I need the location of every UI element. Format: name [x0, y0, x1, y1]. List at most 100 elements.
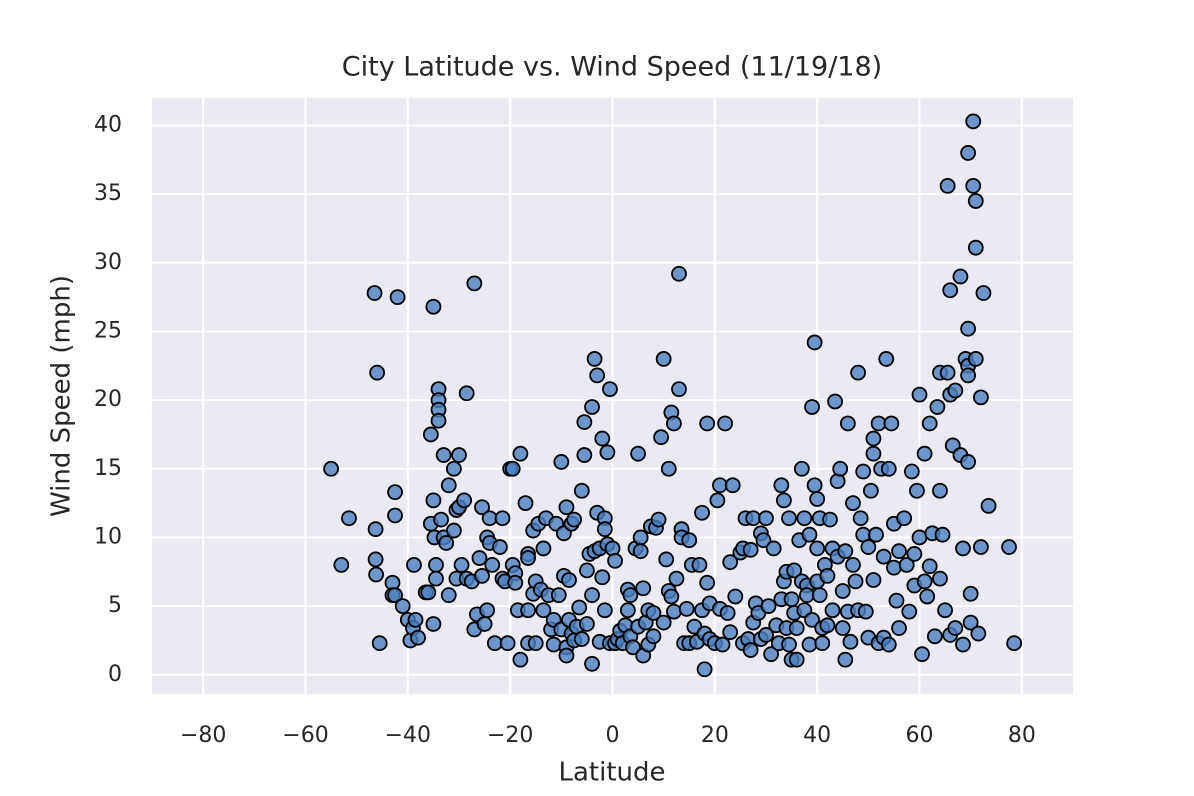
point	[914, 646, 930, 663]
point	[650, 511, 667, 528]
point	[420, 584, 437, 601]
point	[425, 616, 442, 632]
point	[742, 541, 759, 558]
point	[406, 557, 422, 573]
point	[724, 477, 741, 494]
point	[438, 535, 455, 551]
point	[520, 550, 536, 566]
point	[786, 562, 803, 579]
point	[630, 445, 646, 462]
point	[410, 629, 426, 646]
point	[635, 580, 652, 597]
point	[456, 492, 473, 509]
point	[916, 573, 933, 590]
point	[535, 602, 552, 619]
point	[561, 572, 577, 588]
point	[875, 548, 892, 565]
point	[755, 532, 772, 549]
point	[865, 445, 882, 462]
point	[660, 460, 677, 477]
point	[819, 617, 836, 634]
point	[809, 540, 826, 557]
point	[832, 460, 849, 477]
point	[814, 635, 831, 652]
y-tick-label: 40	[94, 112, 122, 137]
point	[367, 551, 384, 568]
point	[333, 557, 350, 573]
point	[809, 491, 826, 507]
point	[594, 569, 611, 586]
point	[934, 526, 951, 543]
point	[896, 510, 913, 527]
x-tick-label: 60	[906, 723, 934, 748]
point	[865, 572, 882, 588]
point	[571, 599, 588, 616]
point	[550, 587, 567, 604]
point	[932, 482, 948, 499]
point	[837, 543, 854, 560]
point	[714, 636, 731, 653]
point	[834, 620, 851, 636]
point	[387, 587, 403, 604]
point	[911, 386, 928, 403]
point	[584, 399, 600, 415]
point	[758, 510, 774, 527]
point	[952, 268, 969, 285]
y-axis-label: Wind Speed (mph)	[47, 275, 77, 517]
point	[573, 631, 590, 647]
point	[422, 426, 439, 443]
point	[955, 540, 971, 557]
point	[960, 454, 977, 470]
point	[845, 495, 861, 512]
point	[389, 289, 406, 306]
point	[973, 389, 989, 406]
point	[888, 592, 905, 609]
point	[696, 661, 713, 678]
point	[781, 510, 797, 527]
point	[926, 628, 943, 645]
point	[727, 588, 744, 605]
point	[929, 399, 946, 415]
point	[857, 603, 874, 620]
point	[960, 320, 977, 337]
y-tick-label: 25	[94, 318, 122, 343]
point	[655, 614, 672, 631]
y-tick-label: 20	[94, 387, 122, 412]
point	[368, 566, 385, 583]
point	[967, 239, 984, 256]
point	[942, 282, 959, 299]
x-tick-label: −80	[180, 723, 226, 748]
point	[492, 539, 508, 555]
point	[573, 482, 590, 499]
point	[671, 381, 687, 398]
x-tick-label: 20	[701, 723, 729, 748]
point	[394, 598, 411, 615]
point	[458, 385, 475, 402]
grid	[152, 98, 1073, 694]
point	[722, 624, 739, 641]
y-tick-label: 35	[94, 181, 122, 206]
point	[758, 627, 774, 643]
point	[632, 529, 649, 546]
point	[937, 602, 953, 619]
y-tick-label: 0	[108, 662, 122, 687]
point	[822, 511, 838, 528]
point	[837, 651, 854, 668]
point	[839, 415, 856, 432]
point	[765, 540, 782, 557]
y-tick-label: 30	[94, 250, 122, 275]
point	[453, 557, 470, 573]
point	[939, 177, 956, 194]
point	[1006, 635, 1023, 652]
point	[824, 602, 841, 619]
point	[967, 193, 984, 209]
point	[367, 521, 384, 538]
point	[855, 463, 872, 480]
point	[796, 510, 813, 527]
point	[842, 633, 859, 650]
point	[939, 364, 956, 381]
point	[655, 351, 672, 367]
point	[645, 605, 662, 621]
point	[819, 567, 836, 584]
point	[776, 492, 792, 509]
